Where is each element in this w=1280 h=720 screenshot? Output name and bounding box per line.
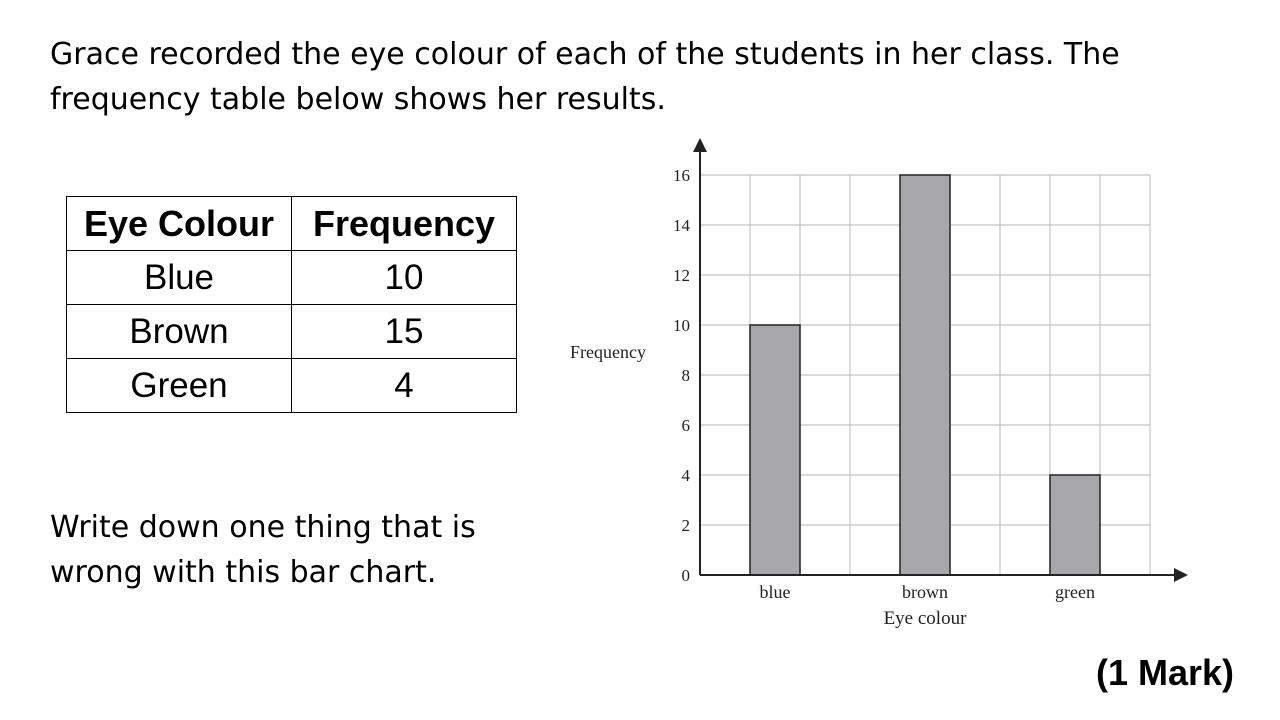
table-header-row: Eye Colour Frequency — [66, 196, 517, 251]
marks-label: (1 Mark) — [1095, 652, 1234, 693]
y-axis-label: Frequency — [570, 342, 646, 362]
column-header-frequency: Frequency — [291, 196, 517, 251]
question-text: Grace recorded the eye colour of each of… — [50, 37, 1120, 117]
x-axis-label: Eye colour — [884, 608, 968, 629]
table-row: Brown 15 — [66, 304, 517, 359]
x-tick-label: green — [1055, 582, 1095, 602]
table-cell-frequency: 4 — [291, 358, 517, 413]
x-tick-label: blue — [760, 582, 791, 602]
bar-green — [1049, 474, 1101, 576]
table-cell-frequency: 15 — [291, 304, 517, 359]
y-tick-label: 2 — [682, 516, 691, 535]
y-tick-label: 6 — [682, 416, 691, 435]
y-tick-label: 12 — [673, 266, 690, 285]
table-cell-eye-colour: Green — [66, 358, 292, 413]
x-axis-arrow-icon — [1174, 568, 1188, 582]
column-header-eye-colour: Eye Colour — [66, 196, 292, 251]
x-tick-label: brown — [902, 582, 948, 602]
bar-brown — [899, 174, 951, 576]
y-tick-label: 10 — [673, 316, 690, 335]
bar-chart: blue brown green 0 2 4 6 8 10 12 14 16 Frequency Eye … — [570, 138, 1188, 629]
frequency-table: Eye Colour Frequency Blue 10 Brown 15 Gr… — [66, 196, 517, 413]
y-tick-label: 0 — [682, 566, 691, 585]
task-text: Write down one thing that is wrong with … — [50, 510, 476, 590]
table-row: Green 4 — [66, 358, 517, 413]
table-cell-frequency: 10 — [291, 250, 517, 305]
table-cell-eye-colour: Blue — [66, 250, 292, 305]
y-axis-arrow-icon — [693, 138, 707, 152]
y-tick-label: 16 — [673, 166, 690, 185]
table-cell-eye-colour: Brown — [66, 304, 292, 359]
y-tick-label: 4 — [682, 466, 691, 485]
y-tick-label: 14 — [673, 216, 691, 235]
y-tick-label: 8 — [682, 366, 691, 385]
bar-blue — [749, 324, 801, 576]
table-row: Blue 10 — [66, 250, 517, 305]
